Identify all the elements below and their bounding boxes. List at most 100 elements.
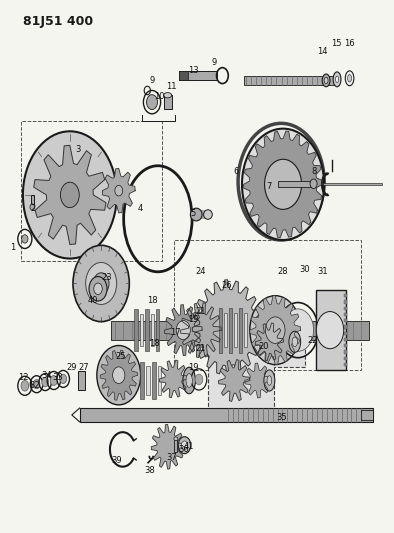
Polygon shape — [165, 305, 202, 356]
Bar — [344, 344, 347, 348]
Circle shape — [316, 312, 344, 349]
Circle shape — [23, 131, 117, 259]
Text: 21: 21 — [196, 344, 206, 353]
Ellipse shape — [174, 437, 178, 441]
Text: 5: 5 — [190, 209, 196, 218]
Polygon shape — [243, 131, 323, 238]
Ellipse shape — [336, 76, 338, 83]
Circle shape — [89, 277, 107, 301]
Text: 36: 36 — [178, 445, 189, 454]
Text: 3: 3 — [75, 146, 80, 155]
Text: 4: 4 — [138, 204, 143, 213]
Text: 8: 8 — [312, 166, 317, 175]
Text: 7: 7 — [267, 182, 272, 191]
Bar — [244, 313, 247, 348]
Bar — [239, 308, 242, 353]
FancyBboxPatch shape — [248, 317, 305, 367]
Ellipse shape — [345, 71, 354, 86]
Bar — [344, 313, 347, 316]
Ellipse shape — [289, 331, 301, 352]
Text: 33: 33 — [53, 373, 63, 382]
Text: 29: 29 — [67, 363, 77, 372]
Bar — [344, 319, 347, 322]
Polygon shape — [33, 146, 106, 245]
Circle shape — [94, 283, 102, 295]
Text: 81J51 400: 81J51 400 — [23, 14, 93, 28]
Bar — [234, 313, 237, 348]
Circle shape — [22, 235, 28, 243]
Circle shape — [266, 317, 285, 343]
Text: 16: 16 — [344, 39, 355, 49]
Bar — [344, 357, 347, 360]
Bar — [224, 313, 227, 348]
Bar — [361, 410, 373, 420]
Circle shape — [176, 320, 190, 340]
Text: 32: 32 — [29, 381, 40, 390]
Polygon shape — [245, 363, 271, 398]
Ellipse shape — [322, 74, 330, 87]
Text: 9: 9 — [212, 58, 217, 67]
Text: 21: 21 — [196, 307, 206, 316]
Bar — [344, 351, 347, 354]
Polygon shape — [250, 296, 301, 365]
Text: 26: 26 — [221, 280, 232, 289]
Circle shape — [195, 374, 203, 385]
Circle shape — [85, 262, 117, 304]
Text: 18: 18 — [149, 339, 159, 348]
Text: 6: 6 — [233, 166, 239, 175]
Circle shape — [30, 204, 35, 211]
Polygon shape — [102, 168, 135, 213]
Circle shape — [282, 309, 314, 351]
Circle shape — [250, 296, 301, 365]
Bar — [145, 309, 149, 351]
Text: 37: 37 — [166, 453, 177, 462]
Text: 25: 25 — [115, 352, 126, 361]
Ellipse shape — [267, 376, 272, 385]
Text: 9: 9 — [149, 76, 154, 85]
Circle shape — [93, 273, 109, 294]
Circle shape — [73, 245, 129, 321]
Bar — [219, 308, 222, 353]
Bar — [140, 362, 144, 399]
Circle shape — [42, 377, 48, 387]
Circle shape — [147, 95, 158, 110]
Bar — [244, 76, 334, 85]
Text: 22: 22 — [307, 336, 318, 345]
Bar — [134, 309, 138, 351]
Text: 1: 1 — [11, 244, 16, 253]
Bar — [156, 309, 160, 351]
Bar — [344, 306, 347, 310]
Bar — [78, 371, 85, 390]
Circle shape — [115, 185, 123, 196]
Bar — [80, 408, 373, 422]
Ellipse shape — [183, 367, 195, 394]
Text: 2: 2 — [30, 204, 35, 213]
Bar — [192, 211, 208, 219]
Text: 34: 34 — [41, 370, 52, 379]
Text: 35: 35 — [276, 413, 286, 422]
Text: 12: 12 — [18, 373, 28, 382]
Bar — [344, 363, 347, 366]
Text: 14: 14 — [317, 47, 327, 56]
Text: 30: 30 — [299, 265, 310, 273]
Circle shape — [265, 159, 301, 209]
Text: 19: 19 — [188, 363, 198, 372]
Polygon shape — [160, 360, 188, 398]
Polygon shape — [100, 350, 138, 400]
Text: 41: 41 — [184, 442, 194, 451]
Text: 15: 15 — [331, 39, 341, 49]
Bar — [151, 314, 154, 346]
Bar — [146, 366, 150, 395]
Text: 19: 19 — [188, 315, 198, 324]
Bar — [229, 308, 232, 353]
Text: 10: 10 — [154, 92, 165, 101]
Text: 24: 24 — [196, 268, 206, 276]
Bar — [164, 95, 171, 109]
Ellipse shape — [190, 208, 202, 221]
Text: 17: 17 — [170, 328, 181, 337]
Polygon shape — [219, 360, 250, 401]
Bar — [344, 338, 347, 341]
Bar — [111, 320, 369, 340]
Text: 39: 39 — [112, 456, 122, 465]
Circle shape — [181, 441, 188, 449]
